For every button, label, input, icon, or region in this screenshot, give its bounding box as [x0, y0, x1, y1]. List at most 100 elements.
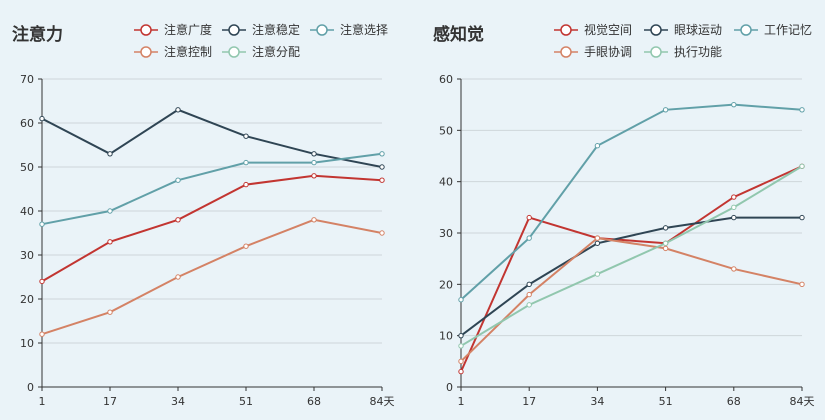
legend-label: 注意分配: [252, 44, 300, 59]
data-point: [594, 240, 601, 246]
x-tick-label: 68: [307, 395, 321, 408]
x-tick-label: 51: [239, 395, 253, 408]
series-line: [460, 103, 803, 301]
legend-marker: [140, 24, 152, 36]
data-point: [39, 331, 45, 337]
series-line: [460, 165, 803, 373]
data-point: [39, 115, 45, 122]
legend-label: 注意选择: [340, 22, 388, 37]
legend-marker: [228, 46, 240, 58]
legend-label: 注意控制: [164, 44, 212, 59]
data-point: [799, 163, 805, 169]
data-point: [731, 214, 737, 221]
legend-item: 眼球运动: [644, 23, 722, 37]
x-tick-label: 34: [171, 395, 185, 408]
x-tick-label: 1: [39, 395, 46, 408]
data-point: [731, 266, 737, 272]
legend-marker: [140, 46, 152, 58]
data-point: [526, 302, 532, 308]
y-tick-label: 10: [439, 330, 453, 343]
data-point: [526, 281, 532, 288]
data-point: [311, 151, 317, 157]
series-line: [41, 218, 383, 336]
data-point: [107, 239, 113, 245]
series-line: [41, 174, 383, 283]
legend-item: 注意控制: [134, 44, 212, 59]
data-point: [731, 101, 737, 108]
x-tick-label: 1: [458, 395, 465, 408]
x-tick-label: 34: [590, 395, 604, 408]
legend-label: 执行功能: [674, 45, 722, 59]
y-tick-label: 30: [20, 249, 34, 262]
data-point: [731, 204, 737, 211]
x-tick-label: 51: [659, 395, 673, 408]
legend-item: 执行功能: [644, 45, 722, 59]
data-point: [458, 297, 464, 303]
y-tick-label: 70: [20, 73, 34, 86]
series-line: [460, 216, 802, 337]
data-point: [311, 159, 317, 166]
data-point: [107, 309, 113, 315]
y-tick-label: 0: [27, 381, 34, 394]
data-point: [379, 151, 385, 157]
data-point: [458, 358, 464, 365]
data-point: [526, 235, 532, 241]
data-point: [379, 177, 385, 183]
y-tick-label: 50: [20, 161, 34, 174]
x-tick-label: 84天: [790, 395, 815, 408]
data-point: [662, 225, 669, 231]
legend-label: 注意广度: [164, 22, 212, 37]
data-point: [379, 164, 385, 170]
y-tick-label: 40: [439, 176, 453, 189]
legend-item: 注意广度: [134, 22, 212, 37]
data-point: [379, 230, 385, 236]
data-point: [175, 107, 181, 113]
data-point: [799, 214, 805, 221]
legend-marker: [560, 24, 572, 36]
legend-label: 眼球运动: [674, 23, 722, 37]
x-tick-label: 68: [727, 395, 741, 408]
x-tick-label: 84天: [370, 395, 395, 408]
data-point: [662, 107, 669, 113]
legend-item: 视觉空间: [554, 22, 632, 37]
legend-marker: [228, 24, 240, 36]
series-line: [460, 237, 803, 363]
data-point: [458, 368, 464, 375]
data-point: [662, 240, 669, 246]
legend-item: 注意稳定: [222, 22, 300, 37]
y-tick-label: 20: [20, 293, 34, 306]
legend-item: 注意选择: [310, 22, 388, 37]
data-point: [39, 278, 45, 285]
data-point: [175, 274, 181, 280]
data-point: [731, 194, 737, 200]
y-tick-label: 40: [20, 205, 34, 218]
data-point: [594, 271, 601, 277]
y-tick-label: 60: [439, 73, 453, 86]
legend-marker: [650, 24, 662, 36]
legend-marker: [316, 24, 328, 36]
data-point: [175, 177, 181, 183]
legend-marker: [560, 46, 572, 58]
data-point: [526, 291, 532, 298]
y-tick-label: 10: [20, 337, 34, 350]
series-line: [41, 152, 383, 226]
chart-title: 感知觉: [433, 24, 484, 45]
data-point: [311, 173, 317, 179]
data-point: [107, 208, 113, 214]
data-point: [594, 235, 601, 241]
x-tick-label: 17: [103, 395, 117, 408]
legend-marker: [650, 46, 662, 58]
data-point: [458, 343, 464, 349]
data-point: [311, 217, 317, 223]
legend-item: 注意分配: [222, 44, 300, 59]
series-line: [41, 108, 383, 168]
legend-label: 手眼协调: [584, 44, 632, 59]
series-line: [460, 165, 803, 347]
legend-item: 工作记忆: [734, 23, 812, 37]
data-point: [243, 159, 249, 166]
data-point: [662, 245, 669, 252]
data-point: [107, 151, 113, 157]
